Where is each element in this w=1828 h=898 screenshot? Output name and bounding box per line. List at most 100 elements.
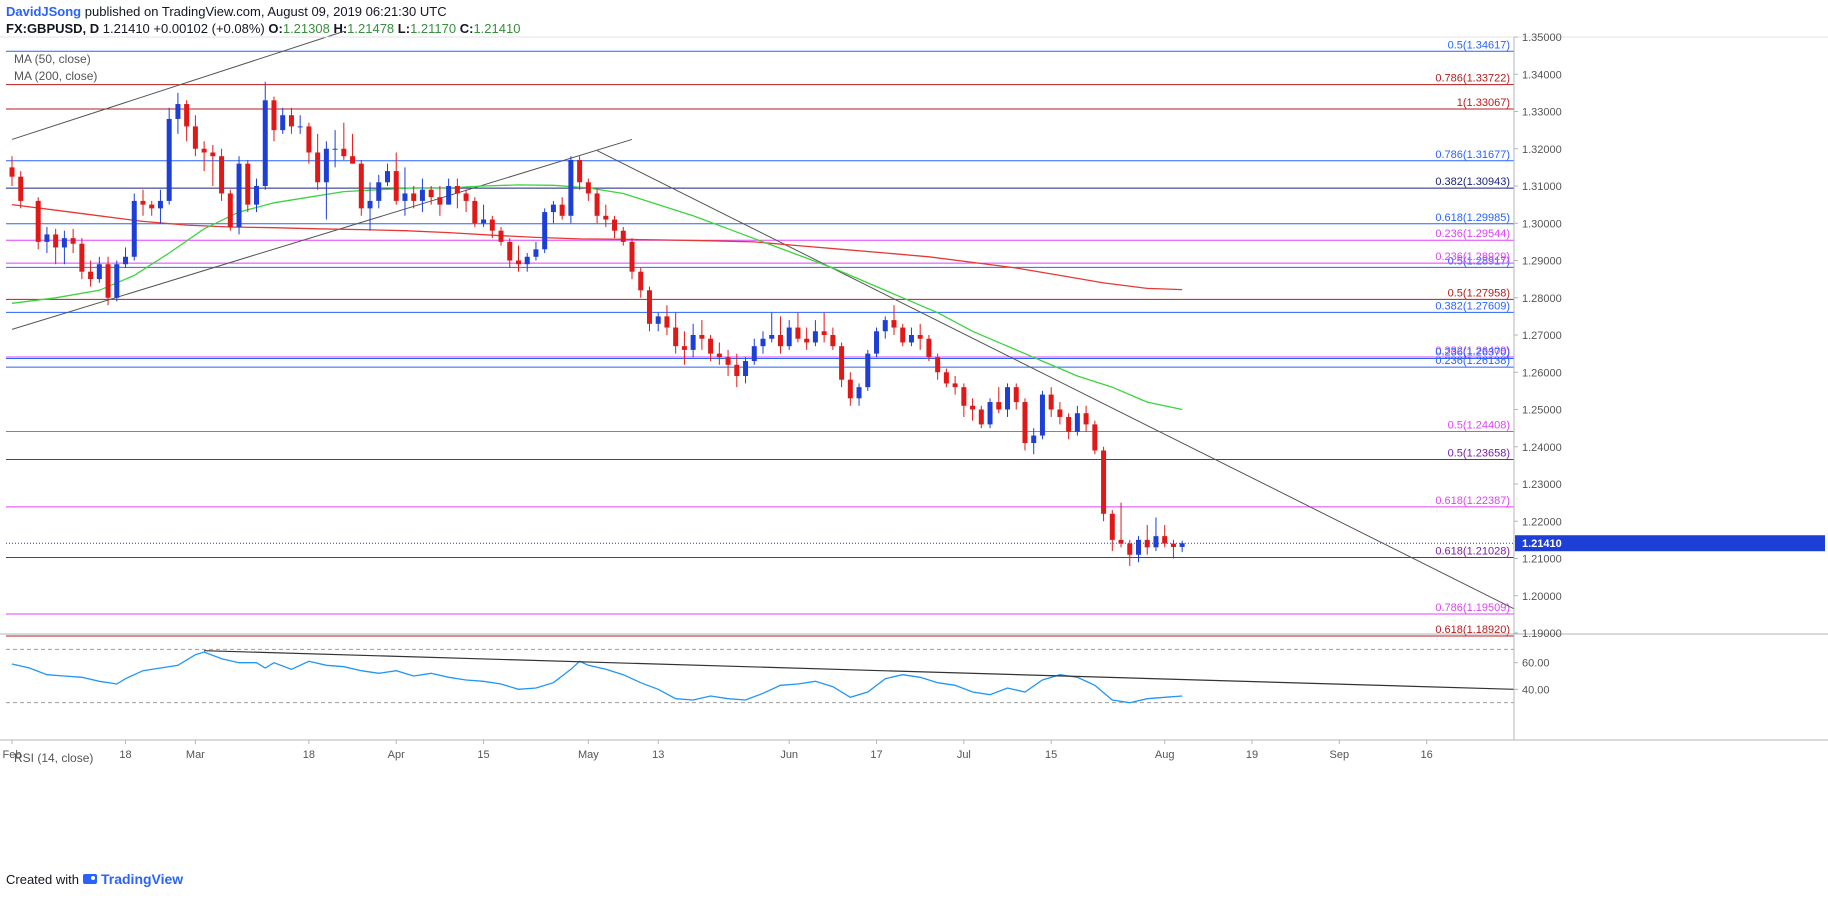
tradingview-brand[interactable]: TradingView: [100, 871, 184, 887]
candle-body: [166, 118, 172, 201]
author-name[interactable]: DavidJSong: [6, 4, 82, 19]
candle-body: [131, 200, 137, 257]
candle-body: [725, 357, 731, 365]
candle-body: [149, 204, 155, 209]
rsi-tick-label: 40.00: [1522, 684, 1550, 696]
candle-body: [760, 338, 766, 347]
candle-body: [114, 264, 120, 298]
price-tick-label: 1.31000: [1522, 181, 1562, 193]
candle-body: [987, 402, 993, 425]
ma50-line: [11, 184, 1183, 411]
price-tick-label: 1.27000: [1522, 330, 1562, 342]
candle-body: [61, 238, 67, 248]
fib-level-label: 0.786(1.19509): [1435, 602, 1510, 614]
candle-body: [219, 156, 225, 194]
candle-body: [192, 126, 198, 149]
candle-body: [184, 104, 190, 127]
candle-body: [751, 346, 757, 362]
candle-body: [53, 234, 59, 248]
candle-body: [1109, 513, 1115, 540]
candle-body: [655, 316, 661, 324]
candle-body: [175, 104, 181, 119]
candle-body: [900, 327, 906, 343]
candle-body: [690, 335, 696, 350]
candle-body: [376, 182, 382, 201]
candle-body: [1162, 536, 1168, 544]
candle-body: [1066, 416, 1072, 432]
candle-body: [245, 163, 251, 205]
candle-body: [821, 331, 827, 335]
candle-body: [332, 148, 338, 150]
candle-body: [105, 264, 111, 298]
candle-body: [1127, 543, 1133, 555]
fib-level-label: 0.5(1.24408): [1448, 420, 1510, 432]
price-tick-label: 1.25000: [1522, 405, 1562, 417]
time-tick-label: May: [578, 749, 599, 761]
time-tick-label: Sep: [1330, 749, 1350, 761]
time-tick-label: 18: [303, 749, 315, 761]
rsi-label[interactable]: RSI (14, close): [14, 751, 94, 765]
axes-layer: 1.35000 1.34000 1.33000 1.32000 1.31000 1.300…: [0, 32, 1828, 761]
fib-level-label: 0.618(1.22387): [1435, 495, 1510, 507]
time-tick-label: 15: [1045, 749, 1057, 761]
candle-body: [227, 193, 233, 227]
fib-level-label: 1(1.33067): [1457, 97, 1510, 109]
ma50-label[interactable]: MA (50, close): [14, 52, 91, 66]
candle-body: [804, 338, 810, 343]
candle-body: [419, 189, 425, 201]
candle-body: [935, 357, 941, 373]
high-label: H:: [333, 21, 348, 36]
fib-level-label: 0.5(1.28917): [1448, 255, 1510, 267]
candle-body: [524, 256, 530, 265]
candle-body: [254, 186, 260, 205]
low-label: L:: [397, 21, 411, 36]
candle-body: [437, 197, 443, 205]
fib-level-label: 0.786(1.31677): [1435, 149, 1510, 161]
trendline: [11, 30, 344, 140]
price-tick-label: 1.22000: [1522, 516, 1562, 528]
candles-layer: [6, 81, 1514, 566]
candle-body: [96, 264, 102, 280]
candle-body: [1118, 539, 1124, 544]
time-tick-label: 19: [1246, 749, 1258, 761]
close-label: C:: [459, 21, 474, 36]
time-tick-label: 15: [477, 749, 489, 761]
fib-level-label: 0.236(1.28929): [1435, 251, 1510, 263]
time-tick-label: Feb: [3, 749, 22, 761]
candle-body: [577, 159, 583, 183]
close-value: 1.21410: [473, 21, 521, 36]
time-tick-label: Jun: [780, 749, 798, 761]
time-tick-label: 16: [1421, 749, 1433, 761]
candle-body: [271, 100, 277, 131]
price-tick-label: 1.34000: [1522, 69, 1562, 81]
candle-body: [297, 126, 303, 128]
candle-body: [1074, 413, 1080, 432]
time-tick-label: 13: [652, 749, 664, 761]
candle-body: [612, 219, 618, 231]
candle-body: [35, 200, 41, 242]
price-tick-label: 1.19000: [1522, 628, 1562, 640]
price-tick-label: 1.35000: [1522, 32, 1562, 44]
candle-body: [646, 290, 652, 324]
rsi-layer: [6, 648, 1515, 704]
ma200-label[interactable]: MA (200, close): [14, 69, 98, 83]
candle-body: [44, 234, 50, 242]
trendline-layer: [11, 30, 1515, 610]
candle-body: [559, 204, 565, 216]
price-tick-label: 1.23000: [1522, 479, 1562, 491]
candle-body: [865, 353, 871, 388]
open-label: O:: [268, 21, 283, 36]
candle-body: [585, 182, 591, 194]
candle-body: [943, 372, 949, 384]
candle-body: [1170, 543, 1176, 547]
low-value: 1.21170: [410, 21, 457, 36]
fib-level-label: 0.5(1.23658): [1448, 447, 1510, 459]
fib-level-label: 0.236(1.26138): [1435, 355, 1510, 367]
candle-body: [830, 335, 836, 347]
candle-body: [515, 260, 521, 265]
tradingview-logo-icon: [82, 874, 97, 884]
candle-body: [716, 353, 722, 358]
fib-level-label: 0.382(1.30943): [1435, 176, 1510, 188]
price-tick-label: 1.21000: [1522, 554, 1562, 566]
